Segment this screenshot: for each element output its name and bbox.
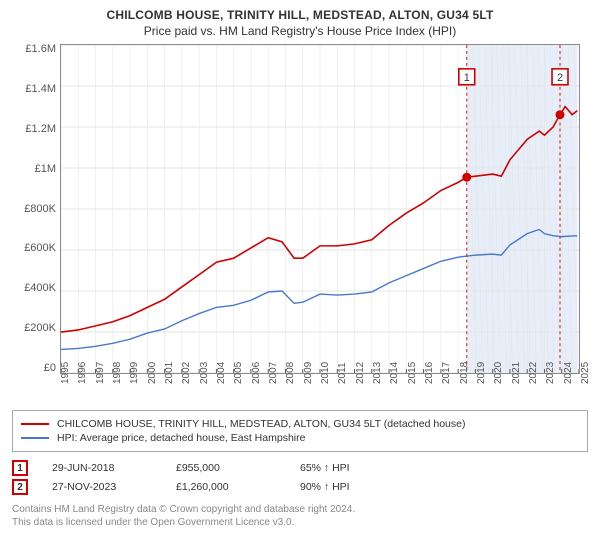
marker-table-delta: 65% ↑ HPI <box>300 462 400 474</box>
legend-swatch <box>21 437 49 440</box>
legend-row: HPI: Average price, detached house, East… <box>21 432 579 444</box>
y-tick-label: £1M <box>12 164 56 175</box>
marker-table-price: £1,260,000 <box>176 481 276 493</box>
marker-table-row: 1 29-JUN-2018 £955,000 65% ↑ HPI <box>12 460 588 476</box>
marker-table-date: 29-JUN-2018 <box>52 462 152 474</box>
marker-table-date: 27-NOV-2023 <box>52 481 152 493</box>
y-tick-label: £1.6M <box>12 44 56 55</box>
marker-badge-label: 1 <box>464 72 470 84</box>
footer-line-1: Contains HM Land Registry data © Crown c… <box>12 503 588 516</box>
marker-table: 1 29-JUN-2018 £955,000 65% ↑ HPI 2 27-NOV-202… <box>12 460 588 495</box>
x-axis: 1995199619971998199920002001200220032004… <box>60 374 580 404</box>
legend-swatch <box>21 423 49 426</box>
footer: Contains HM Land Registry data © Crown c… <box>12 503 588 529</box>
legend-box: CHILCOMB HOUSE, TRINITY HILL, MEDSTEAD, … <box>12 410 588 452</box>
plot-region: 12 <box>60 44 580 374</box>
plot-svg: 12 <box>61 45 579 373</box>
footer-line-2: This data is licensed under the Open Gov… <box>12 516 588 529</box>
page-container: CHILCOMB HOUSE, TRINITY HILL, MEDSTEAD, … <box>0 0 600 535</box>
y-tick-label: £1.2M <box>12 124 56 135</box>
marker-table-row: 2 27-NOV-2023 £1,260,000 90% ↑ HPI <box>12 479 588 495</box>
y-tick-label: £200K <box>12 323 56 334</box>
title-block: CHILCOMB HOUSE, TRINITY HILL, MEDSTEAD, … <box>12 8 588 38</box>
y-tick-label: £400K <box>12 283 56 294</box>
marker-badge-label: 2 <box>557 72 563 84</box>
y-tick-label: £600K <box>12 243 56 254</box>
legend-label: CHILCOMB HOUSE, TRINITY HILL, MEDSTEAD, … <box>57 418 465 430</box>
marker-table-delta: 90% ↑ HPI <box>300 481 400 493</box>
marker-dot <box>556 110 565 119</box>
title-sub: Price paid vs. HM Land Registry's House … <box>12 24 588 38</box>
y-axis: £1.6M £1.4M £1.2M £1M £800K £600K £400K £200K £0 <box>12 44 60 374</box>
legend-label: HPI: Average price, detached house, East… <box>57 432 305 444</box>
y-tick-label: £0 <box>12 363 56 374</box>
legend-row: CHILCOMB HOUSE, TRINITY HILL, MEDSTEAD, … <box>21 418 579 430</box>
y-tick-label: £1.4M <box>12 84 56 95</box>
y-tick-label: £800K <box>12 204 56 215</box>
marker-table-price: £955,000 <box>176 462 276 474</box>
marker-table-badge: 1 <box>12 460 28 476</box>
chart-area: £1.6M £1.4M £1.2M £1M £800K £600K £400K £200K £0… <box>12 44 588 404</box>
title-main: CHILCOMB HOUSE, TRINITY HILL, MEDSTEAD, … <box>12 8 588 22</box>
marker-dot <box>462 173 471 182</box>
marker-table-badge: 2 <box>12 479 28 495</box>
